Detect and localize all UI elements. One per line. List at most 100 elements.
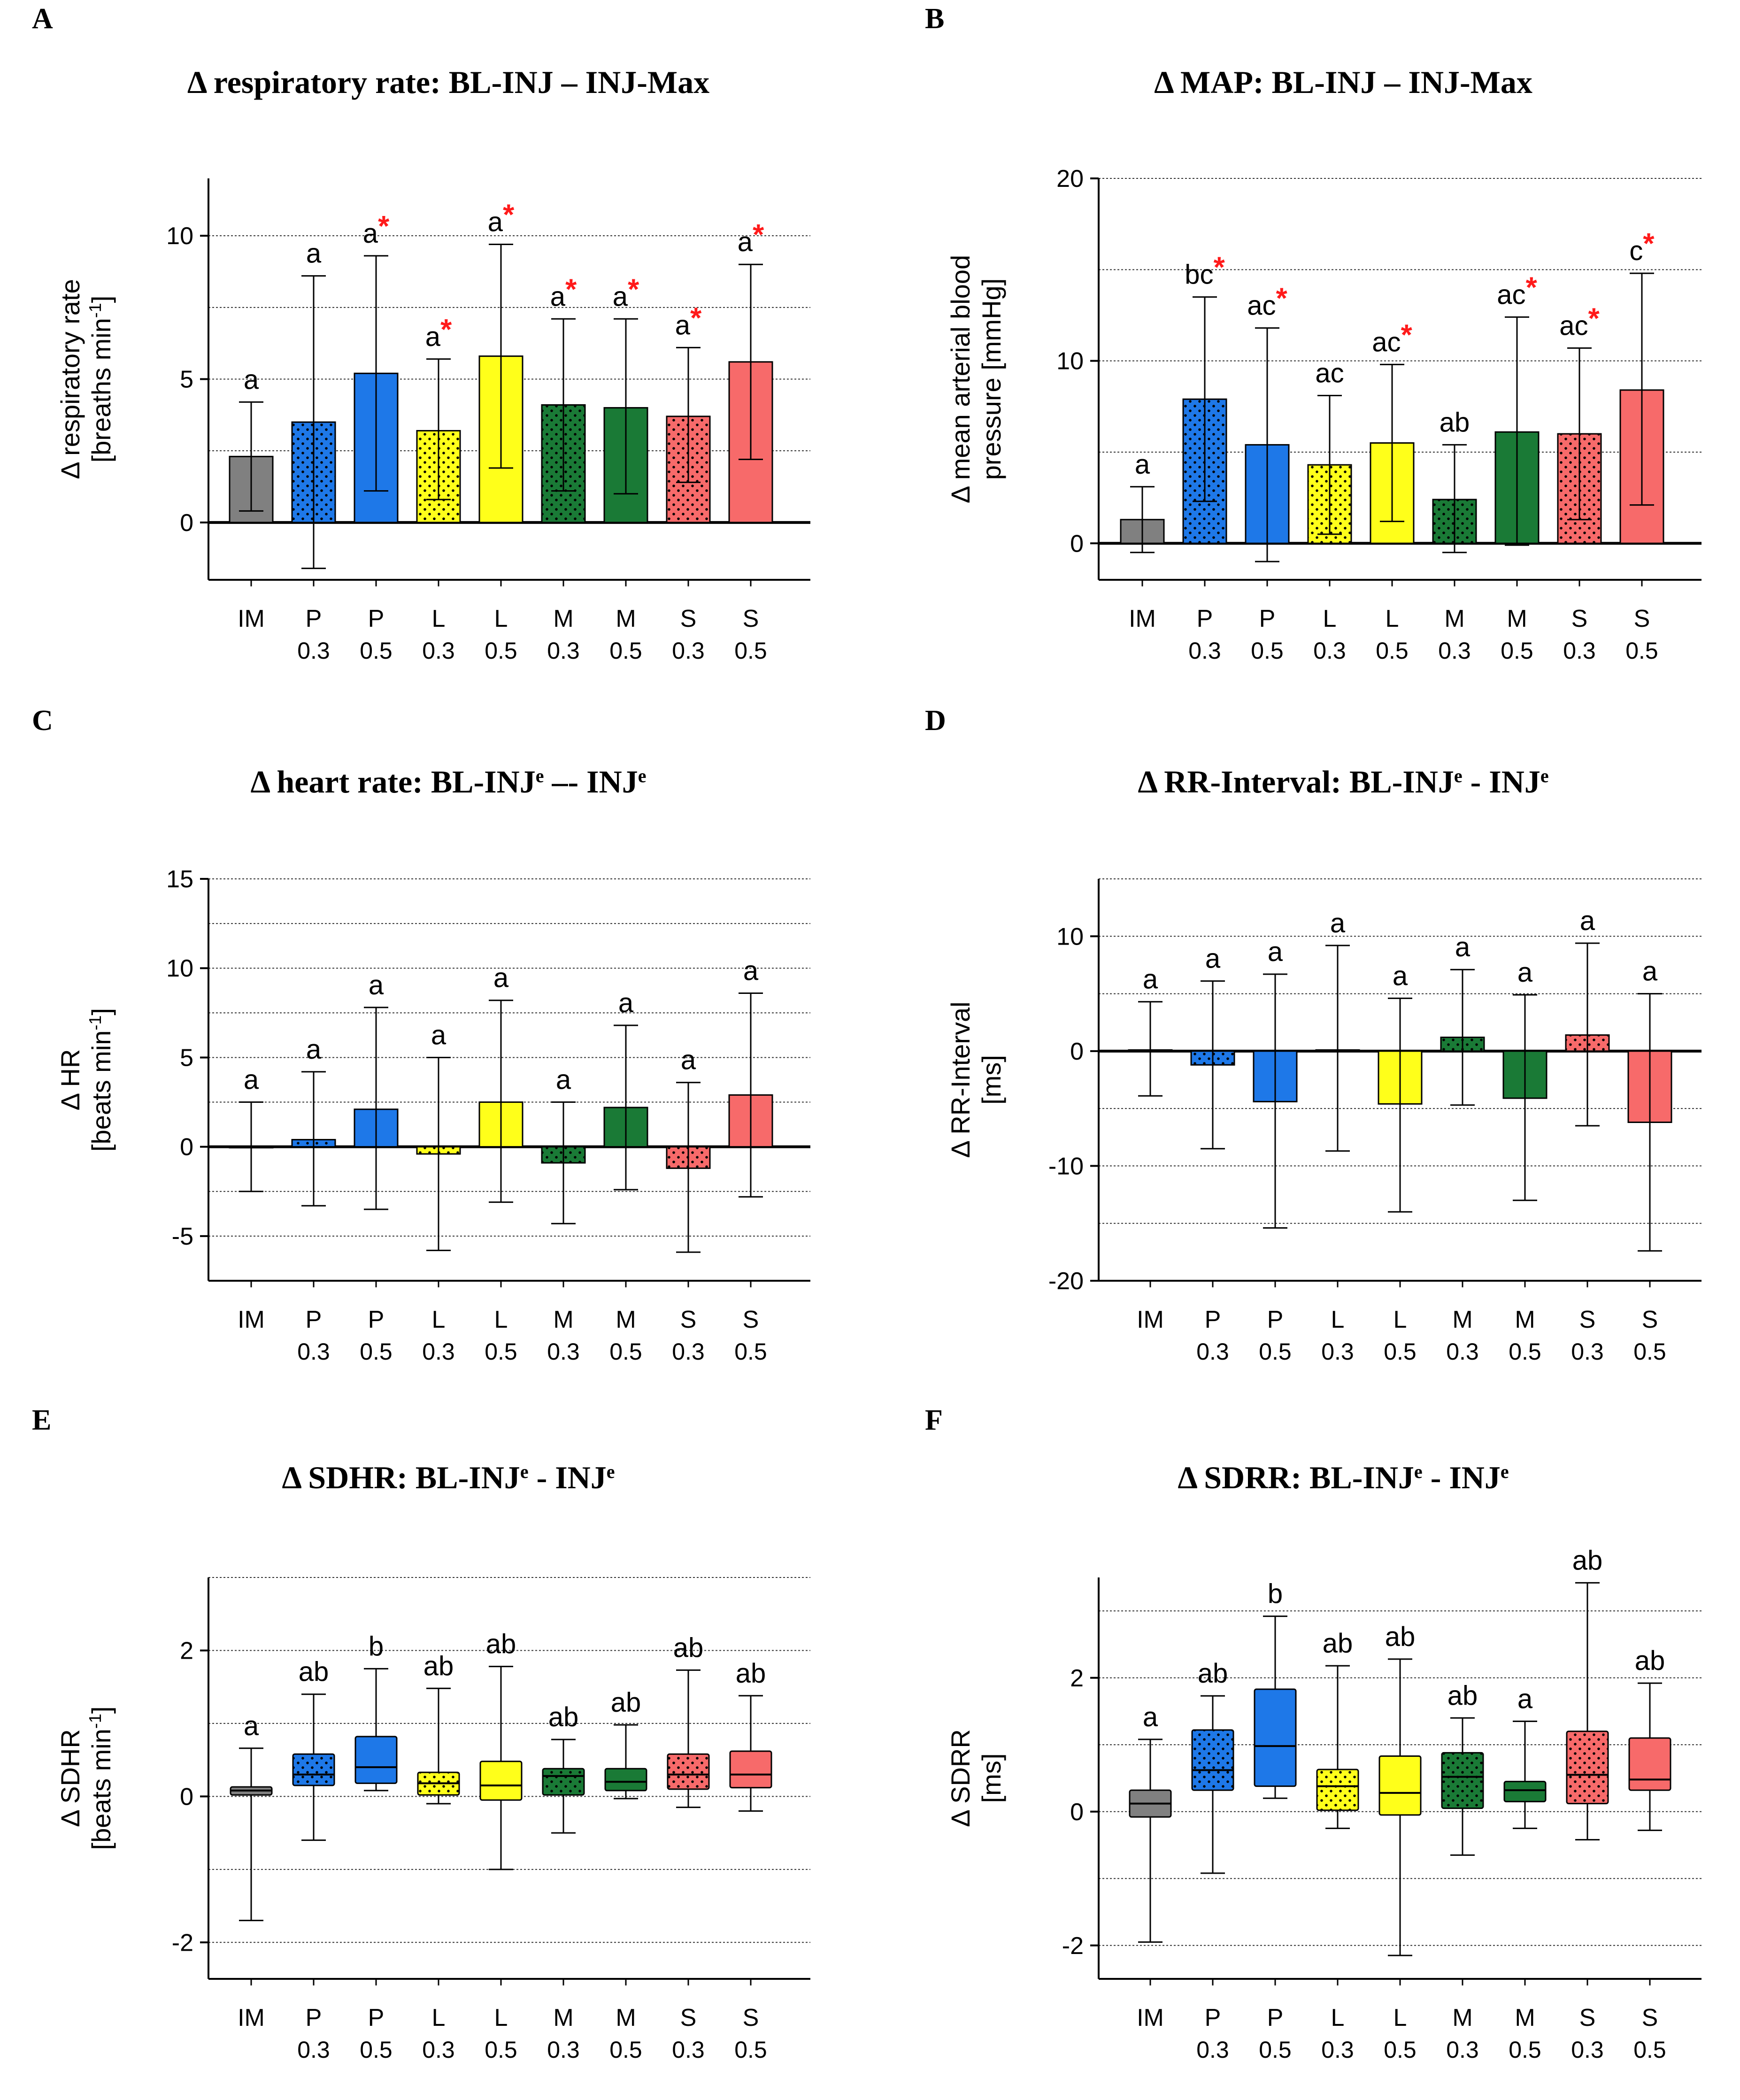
x-tick-label: L [1331, 1306, 1345, 1333]
significance-letter-text: bc [1185, 260, 1213, 290]
x-tick-sublabel: 0.3 [297, 2037, 330, 2063]
x-tick-label: IM [1137, 1306, 1164, 1333]
box [1254, 1688, 1297, 1787]
significance-letter-text: b [1268, 1579, 1283, 1609]
x-tick-label: P [1205, 2004, 1221, 2031]
significance-star: * [1276, 283, 1288, 315]
significance-letter-text: ab [1323, 1628, 1353, 1659]
x-tick-label: IM [238, 605, 265, 632]
x-tick-sublabel: 0.5 [485, 2037, 517, 2063]
x-tick-label: M [1515, 1306, 1535, 1333]
significance-letter: a* [363, 210, 390, 249]
significance-letter-text: a [550, 281, 566, 312]
x-tick-sublabel: 0.3 [672, 638, 705, 664]
x-tick-label: P [306, 605, 322, 632]
x-tick-label: M [1507, 605, 1527, 632]
significance-letter: a [1517, 957, 1533, 988]
significance-letter: a* [425, 314, 452, 352]
box [1191, 1729, 1234, 1791]
y-axis-label-line2: pressure [mmHg] [977, 278, 1006, 480]
significance-letter-text: a [618, 988, 634, 1018]
x-tick-sublabel: 0.3 [1571, 1338, 1604, 1365]
chart-title-text: Δ SDHR: BL-INJ [282, 1460, 520, 1495]
chart-title-text: Δ SDRR: BL-INJ [1178, 1460, 1414, 1495]
significance-letter: ab [1198, 1658, 1228, 1689]
significance-letter-text: ab [1572, 1545, 1603, 1576]
significance-star: * [440, 314, 452, 346]
significance-letter-text: a [556, 1065, 571, 1095]
x-tick-sublabel: 0.3 [547, 1338, 580, 1365]
x-tick-sublabel: 0.3 [1321, 2037, 1354, 2063]
x-tick-label: S [1571, 605, 1588, 632]
significance-star: * [378, 210, 390, 243]
box [1503, 1781, 1547, 1802]
significance-letter-text: ab [1447, 1680, 1478, 1711]
significance-letter-text: a [244, 364, 259, 395]
y-axis-label-line2: [beats min [86, 1031, 116, 1152]
chart-title-sup: e [536, 765, 544, 786]
x-tick-sublabel: 0.5 [360, 1338, 393, 1365]
y-axis-label: Δ SDHR[beats min-1] [55, 1707, 116, 1850]
y-tick-label: 2 [180, 1637, 193, 1664]
panel-letter: D [925, 705, 946, 737]
x-tick-label: M [553, 1306, 573, 1333]
significance-letter: ab [1447, 1680, 1478, 1711]
significance-letter: a [1143, 964, 1158, 995]
panel-letter: E [32, 1404, 51, 1436]
significance-letter: a [1205, 944, 1221, 974]
significance-letter-text: ab [1440, 407, 1470, 438]
y-axis-label-line1: Δ mean arterial blood [946, 255, 975, 503]
x-tick-label: L [1331, 2004, 1345, 2031]
box [292, 1753, 335, 1786]
significance-letter: a [556, 1065, 571, 1095]
significance-letter-text: a [363, 218, 378, 249]
significance-letter: a [1143, 1702, 1158, 1732]
x-tick-sublabel: 0.5 [1633, 2037, 1666, 2063]
significance-letter: a [1268, 937, 1283, 967]
y-axis-label: Δ respiratory rate[breaths min-1] [55, 279, 116, 479]
significance-letter: ab [1323, 1628, 1353, 1659]
x-tick-sublabel: 0.3 [1196, 2037, 1229, 2063]
significance-letter-text: a [1517, 1684, 1533, 1714]
y-tick-label: 2 [1070, 1665, 1084, 1692]
y-tick-label: 10 [1056, 348, 1084, 375]
x-tick-sublabel: 0.5 [360, 2037, 393, 2063]
x-tick-sublabel: 0.5 [1259, 2037, 1292, 2063]
significance-letter-text: c [1629, 236, 1643, 266]
box [1628, 1737, 1671, 1791]
x-tick-label: M [1452, 1306, 1472, 1333]
significance-letter: a [244, 1065, 259, 1095]
y-axis-label-sup: -1 [85, 1714, 105, 1729]
significance-letter-text: ab [486, 1629, 516, 1660]
significance-letter: a [306, 1034, 322, 1065]
chart-title-sup: e [607, 1461, 615, 1482]
x-tick-label: M [616, 2004, 636, 2031]
x-tick-sublabel: 0.5 [485, 1338, 517, 1365]
y-axis-label-line1: Δ RR-Interval [946, 1001, 975, 1158]
x-tick-sublabel: 0.5 [1501, 638, 1533, 664]
significance-letter-text: ac [1247, 291, 1276, 321]
chart-title-text: Δ RR-Interval: BL-INJ [1138, 764, 1454, 800]
significance-letter: ab [548, 1702, 579, 1732]
chart-title-sup: e [1501, 1461, 1509, 1482]
box [604, 1768, 647, 1792]
x-tick-sublabel: 0.3 [1446, 1338, 1479, 1365]
x-tick-label: L [494, 605, 508, 632]
significance-star: * [1526, 271, 1538, 304]
x-tick-label: P [1197, 605, 1213, 632]
x-tick-sublabel: 0.3 [1563, 638, 1596, 664]
y-axis-label: Δ HR[beats min-1] [55, 1008, 116, 1152]
significance-letter-text: a [1268, 937, 1283, 967]
x-tick-label: M [616, 605, 636, 632]
significance-letter: ab [299, 1657, 329, 1687]
x-tick-label: S [1634, 605, 1650, 632]
x-tick-label: M [1515, 2004, 1535, 2031]
x-tick-sublabel: 0.5 [1633, 1338, 1666, 1365]
y-axis-label-line1: Δ SDHR [55, 1729, 85, 1827]
x-tick-sublabel: 0.5 [734, 1338, 767, 1365]
x-tick-label: S [743, 1306, 759, 1333]
panel-D: DΔ RR-Interval: BL-INJe - INJe-20-10010Δ… [925, 705, 1702, 1365]
y-tick-label: 0 [180, 1134, 193, 1161]
x-tick-label: S [680, 1306, 697, 1333]
y-tick-label: 10 [166, 955, 193, 982]
